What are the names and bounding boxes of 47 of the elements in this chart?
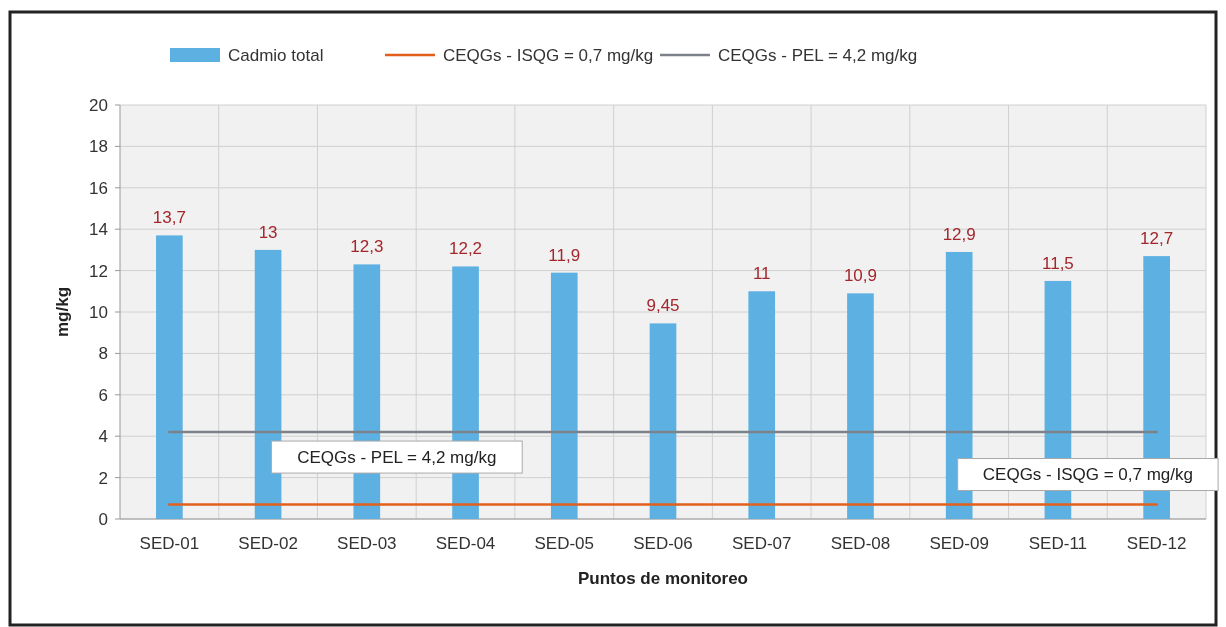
y-tick-label: 18 [89,137,108,157]
data-label: 11 [752,264,771,284]
bar [847,293,874,519]
bar [945,251,973,519]
y-tick-label: 10 [89,302,108,322]
data-label: 10,9 [843,266,877,286]
legend-label: CEQGs - ISQG = 0,7 mg/kg [443,45,654,65]
legend-label: CEQGs - PEL = 4,2 mg/kg [718,45,918,65]
y-tick-label: 16 [89,178,108,198]
x-tick-label: SED-11 [1028,534,1088,553]
y-tick-label: 4 [98,427,108,447]
data-label: 12,3 [350,237,384,257]
annotation: CEQGs - PEL = 4,2 mg/kg [297,448,497,468]
data-label: 13,7 [152,208,186,228]
y-tick-label: 20 [89,95,108,115]
x-tick-label: SED-12 [1126,534,1187,553]
data-label: 11,9 [548,245,581,265]
data-label: 12,7 [1140,229,1174,249]
data-label: 12,9 [942,224,976,244]
data-label: 13 [258,222,278,242]
x-tick-label: SED-03 [337,534,397,553]
bar [254,249,282,519]
bar [649,323,677,519]
y-tick-label: 2 [98,468,108,488]
annotation: CEQGs - ISQG = 0,7 mg/kg [982,465,1194,485]
y-tick-label: 0 [98,509,108,529]
y-axis-title: mg/kg [53,286,72,338]
x-tick-label: SED-04 [435,534,496,553]
x-axis-title: Puntos de monitoreo [578,569,748,588]
x-tick-label: SED-05 [534,534,595,553]
data-label: 11,5 [1041,253,1074,273]
y-tick-label: 12 [89,261,108,281]
x-tick-label: SED-08 [830,534,891,553]
x-tick-label: SED-02 [238,534,298,553]
legend-label: Cadmio total [228,45,324,65]
y-tick-label: 8 [98,344,108,364]
bar [550,272,578,519]
y-tick-label: 14 [89,220,108,240]
bar [156,235,183,519]
x-tick-label: SED-07 [731,534,792,553]
y-tick-label: 6 [98,385,108,405]
x-tick-label: SED-06 [633,534,693,553]
data-label: 9,45 [646,296,680,316]
x-tick-label: SED-09 [929,534,989,553]
bar [748,291,776,519]
x-tick-label: SED-01 [139,534,200,553]
data-label: 12,2 [449,239,483,259]
